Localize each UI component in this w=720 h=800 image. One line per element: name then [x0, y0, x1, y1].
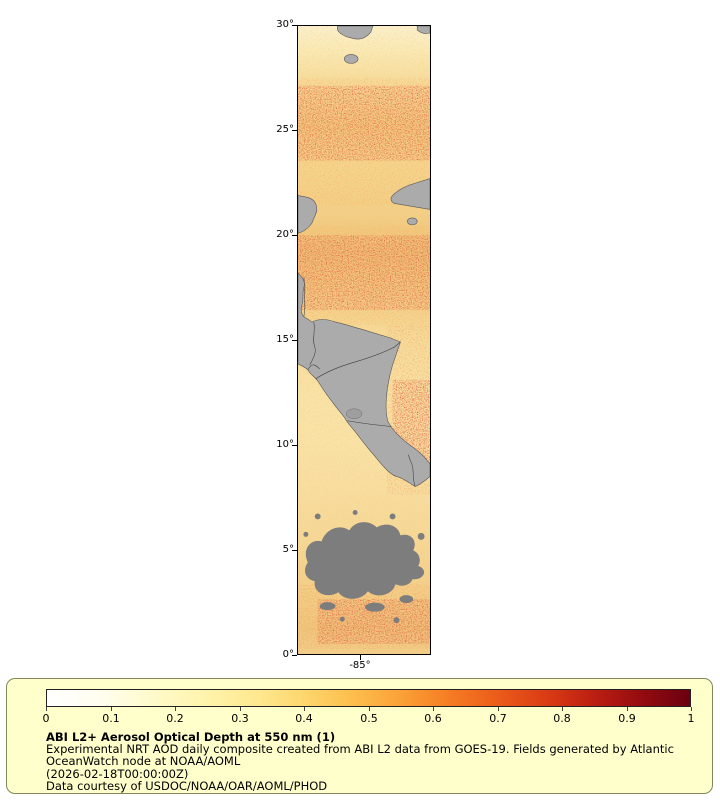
y-axis-label: 20° — [276, 228, 294, 240]
axis-tick — [292, 25, 297, 26]
axis-tick — [360, 655, 361, 660]
cloud-mask — [303, 509, 425, 624]
colorbar-tick — [46, 707, 47, 711]
land-shapes — [298, 26, 430, 487]
colorbar-tick-label: 0.3 — [231, 712, 249, 725]
colorbar-tick — [304, 707, 305, 711]
colorbar-tick-label: 0.4 — [295, 712, 313, 725]
colorbar-tick-label: 0.8 — [553, 712, 571, 725]
colorbar-tick — [433, 707, 434, 711]
colorbar-tick — [498, 707, 499, 711]
y-axis-label: 25° — [276, 123, 294, 135]
colorbar-tick-label: 0 — [42, 712, 50, 725]
axis-tick — [292, 655, 297, 656]
colorbar-tick — [562, 707, 563, 711]
colorbar — [46, 689, 691, 707]
y-axis-label: 0° — [282, 648, 294, 660]
colorbar-tick-label: 0.5 — [360, 712, 378, 725]
aod-map — [297, 25, 431, 655]
legend-description-line-1: Experimental NRT AOD daily composite cre… — [46, 742, 674, 757]
axis-tick — [292, 130, 297, 131]
axis-tick — [292, 340, 297, 341]
legend-description-line-2: OceanWatch node at NOAA/AOML — [46, 754, 241, 769]
colorbar-tick — [175, 707, 176, 711]
y-axis-label: 10° — [276, 438, 294, 450]
colorbar-tick-label: 0.1 — [102, 712, 120, 725]
colorbar-tick — [627, 707, 628, 711]
legend-text-block: ABI L2+ Aerosol Optical Depth at 550 nm … — [46, 731, 696, 792]
y-axis-label: 30° — [276, 18, 294, 30]
legend-title: ABI L2+ Aerosol Optical Depth at 550 nm … — [46, 730, 336, 744]
colorbar-tick — [111, 707, 112, 711]
country-borders — [303, 277, 416, 487]
axis-tick — [292, 445, 297, 446]
colorbar-tick — [240, 707, 241, 711]
axis-tick — [292, 235, 297, 236]
aod-map-svg — [298, 26, 430, 654]
colorbar-tick-label: 0.7 — [489, 712, 507, 725]
y-axis-label: 15° — [276, 333, 294, 345]
colorbar-tick-label: 0.6 — [424, 712, 442, 725]
legend-panel: 0 0.1 0.2 0.3 0.4 0.5 0.6 0.7 0.8 0.9 1 … — [6, 678, 713, 794]
legend-courtesy: Data courtesy of USDOC/NOAA/OAR/AOML/PHO… — [46, 778, 328, 793]
colorbar-tick — [369, 707, 370, 711]
y-axis-label: 5° — [282, 543, 294, 555]
x-axis-label: -85° — [349, 660, 371, 671]
colorbar-tick — [691, 707, 692, 711]
colorbar-tick-label: 0.9 — [618, 712, 636, 725]
axis-tick — [292, 550, 297, 551]
colorbar-tick-label: 0.2 — [166, 712, 184, 725]
lake-nicaragua — [346, 408, 363, 419]
colorbar-tick-label: 1 — [687, 712, 695, 725]
legend-timestamp: (2026-02-18T00:00:00Z) — [46, 766, 189, 781]
